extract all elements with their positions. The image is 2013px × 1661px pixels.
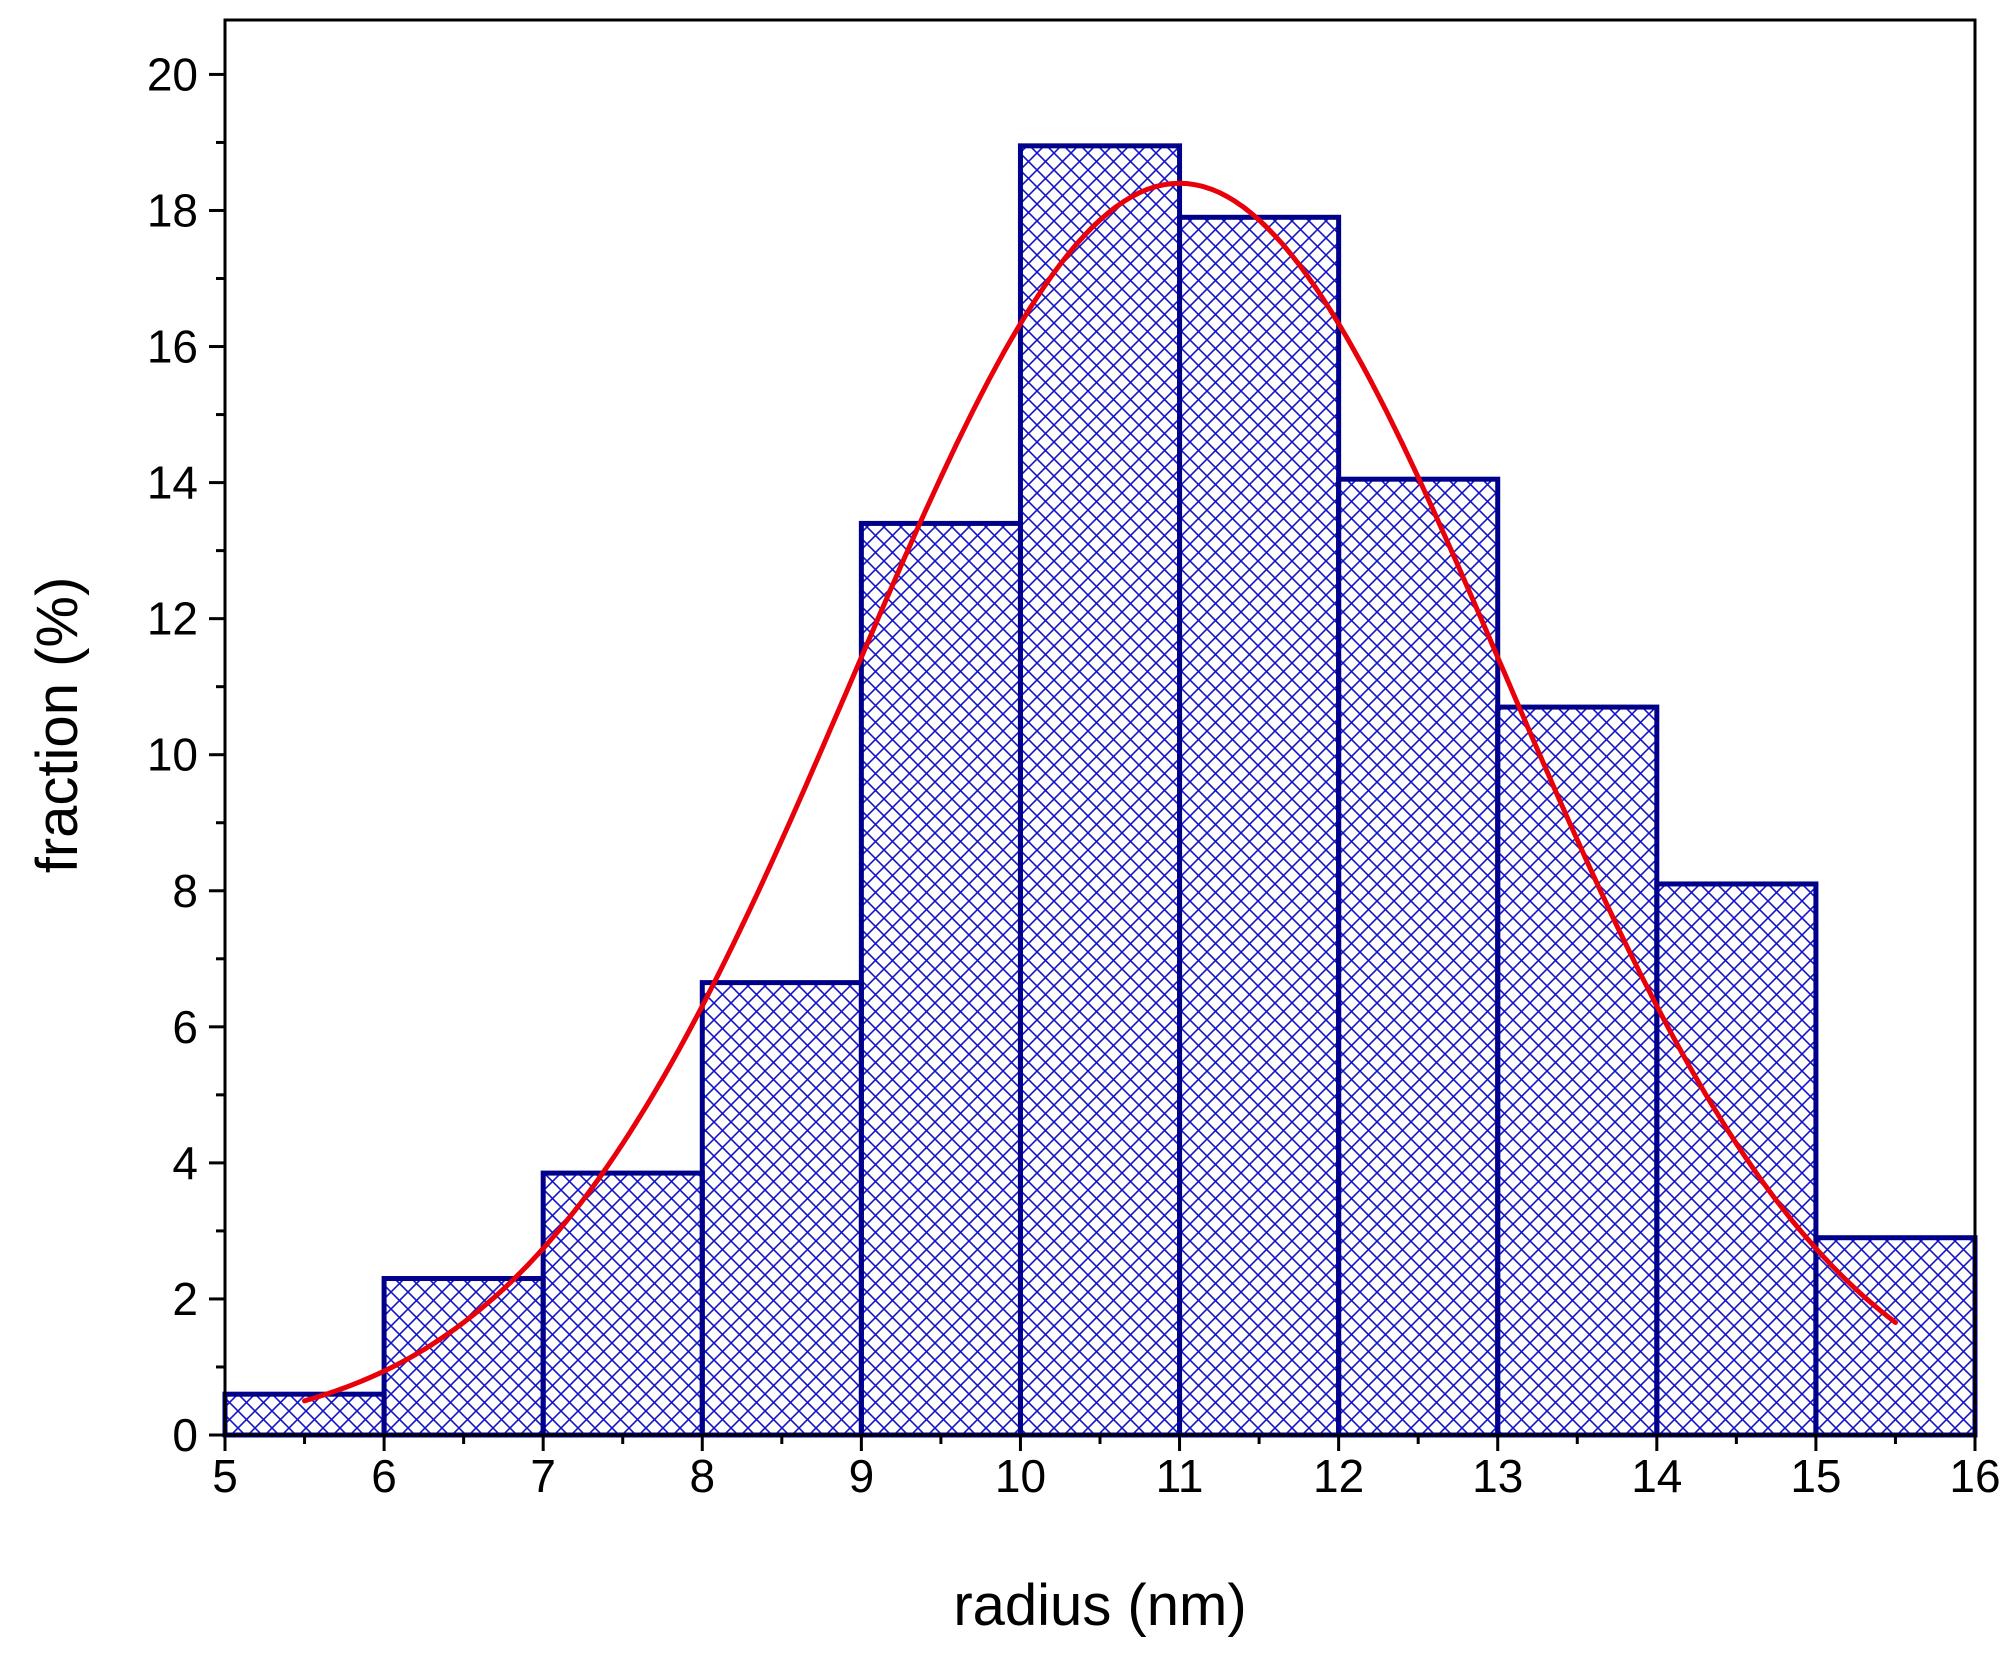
x-tick-label: 7 <box>530 1450 556 1502</box>
gaussian-fit-curve <box>302 180 1898 1404</box>
x-tick-label: 15 <box>1790 1450 1841 1502</box>
y-tick-labels: 0 2 4 6 8 10 12 14 16 18 20 <box>147 48 198 1461</box>
y-tick-label: 2 <box>172 1273 198 1325</box>
histogram-bar-10 <box>1813 1235 1978 1438</box>
x-tick-label: 12 <box>1313 1450 1364 1502</box>
y-tick-label: 10 <box>147 729 198 781</box>
y-tick-label: 12 <box>147 593 198 645</box>
x-tick-label: 6 <box>371 1450 397 1502</box>
histogram-bar-4 <box>858 520 1023 1438</box>
x-tick-label: 5 <box>212 1450 238 1502</box>
fit-curve-layer <box>302 180 1898 1404</box>
x-tick-label: 9 <box>849 1450 875 1502</box>
y-tick-label: 16 <box>147 321 198 373</box>
y-tick-label: 0 <box>172 1409 198 1461</box>
histogram-bar-6 <box>1177 214 1342 1438</box>
x-tick-labels: 5 6 7 8 9 10 11 12 13 14 15 16 <box>212 1450 2000 1502</box>
histogram-bar-9 <box>1654 881 1819 1438</box>
x-tick-label: 16 <box>1949 1450 2000 1502</box>
histogram-bars <box>222 143 1978 1438</box>
y-tick-label: 6 <box>172 1001 198 1053</box>
y-axis-label: fraction (%) <box>25 577 90 874</box>
histogram-bar-7 <box>1336 476 1501 1438</box>
x-tick-label: 13 <box>1472 1450 1523 1502</box>
y-tick-label: 18 <box>147 184 198 236</box>
histogram-bar-2 <box>540 1170 705 1438</box>
x-tick-label: 8 <box>689 1450 715 1502</box>
axis-ticks <box>209 72 1977 1451</box>
x-axis-label: radius (nm) <box>953 1573 1246 1638</box>
y-tick-label: 4 <box>172 1137 198 1189</box>
histogram-bar-3 <box>699 980 864 1438</box>
x-tick-label: 10 <box>995 1450 1046 1502</box>
x-tick-label: 11 <box>1156 1450 1204 1502</box>
y-tick-label: 14 <box>147 457 198 509</box>
histogram-bar-8 <box>1495 704 1660 1438</box>
y-tick-label: 20 <box>147 48 198 100</box>
y-tick-label: 8 <box>172 865 198 917</box>
histogram-bar-5 <box>1017 143 1183 1438</box>
x-tick-label: 14 <box>1631 1450 1682 1502</box>
